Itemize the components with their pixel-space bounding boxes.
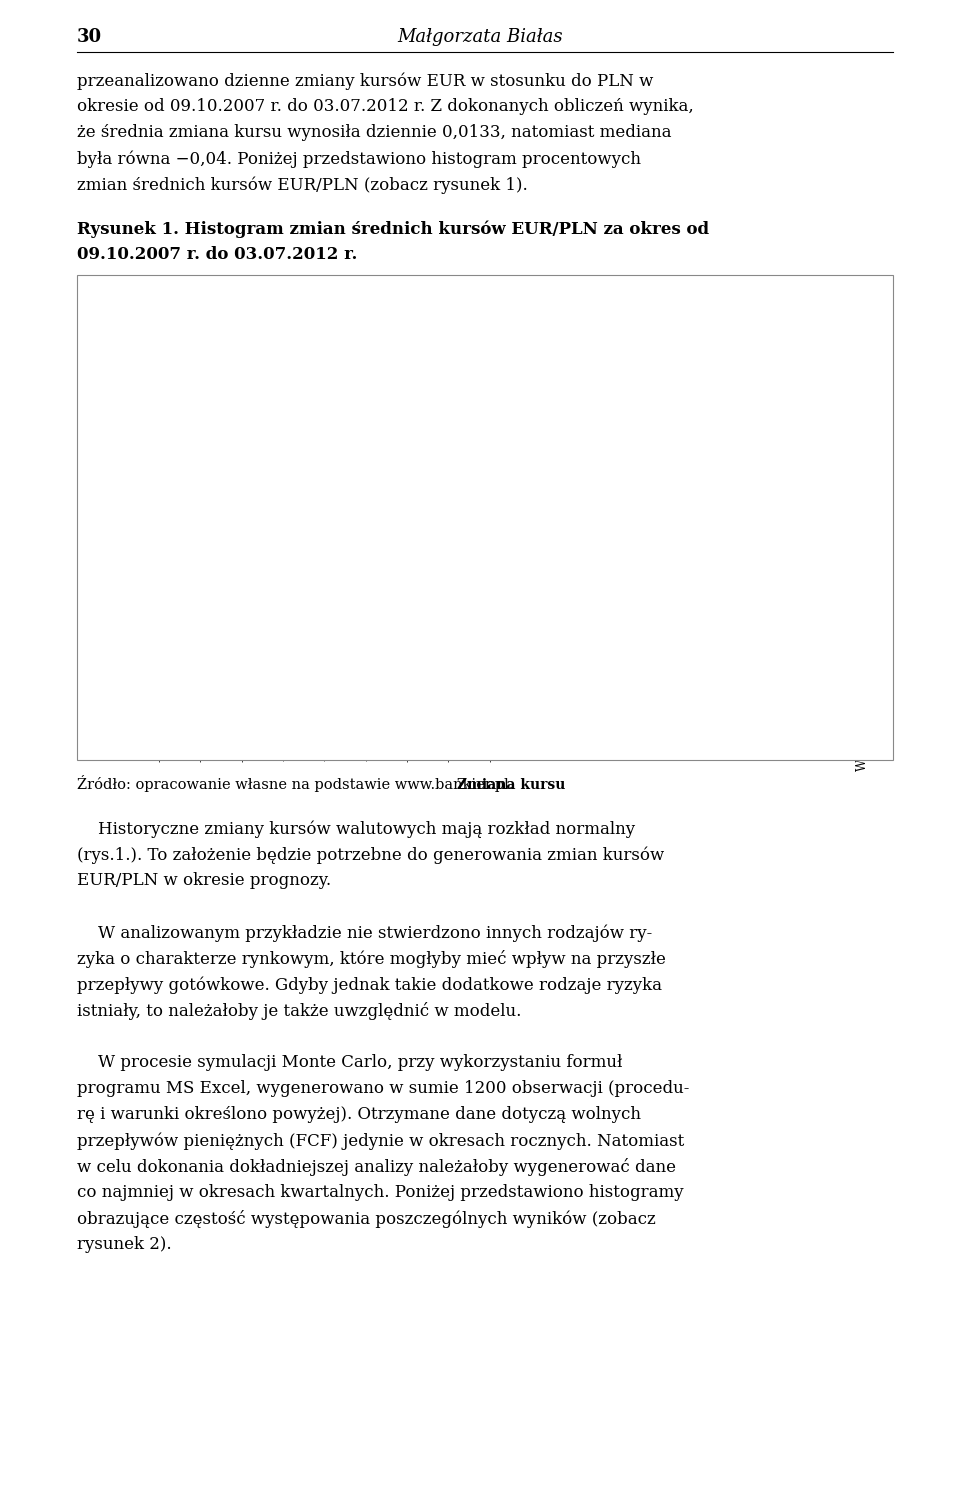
Text: programu MS Excel, wygenerowano w sumie 1200 obserwacji (procedu-: programu MS Excel, wygenerowano w sumie … (77, 1080, 689, 1096)
Text: (rys.1.). To założenie będzie potrzebne do generowania zmian kursów: (rys.1.). To założenie będzie potrzebne … (77, 845, 664, 863)
Text: istniały, to należałoby je także uwzględnić w modelu.: istniały, to należałoby je także uwzględ… (77, 1002, 521, 1020)
Text: przepływy gotówkowe. Gdyby jednak takie dodatkowe rodzaje ryzyka: przepływy gotówkowe. Gdyby jednak takie … (77, 976, 661, 994)
Bar (311, 719, 340, 722)
Text: co najmniej w okresach kwartalnych. Poniżej przedstawiono histogramy: co najmniej w okresach kwartalnych. Poni… (77, 1184, 684, 1202)
Text: rę i warunki określono powyżej). Otrzymane dane dotyczą wolnych: rę i warunki określono powyżej). Otrzyma… (77, 1105, 641, 1123)
Bar (476, 642, 505, 722)
Bar (517, 581, 546, 722)
Y-axis label: Częstość: Częstość (85, 478, 101, 541)
Text: przepływów pieniężnych (FCF) jedynie w okresach rocznych. Natomiast: przepływów pieniężnych (FCF) jedynie w o… (77, 1133, 684, 1149)
Text: zyka o charakterze rynkowym, które mogłyby mieć wpływ na przyszłe: zyka o charakterze rynkowym, które mogły… (77, 951, 665, 969)
Bar (806, 681, 835, 722)
Text: obrazujące częstość występowania poszczególnych wyników (zobacz: obrazujące częstość występowania poszcze… (77, 1211, 656, 1227)
Text: Źródło: opracowanie własne na podstawie www.bankier.pl.: Źródło: opracowanie własne na podstawie … (77, 775, 514, 793)
Text: Małgorzata Białas: Małgorzata Białas (397, 29, 563, 47)
Text: okresie od 09.10.2007 r. do 03.07.2012 r. Z dokonanych obliczeń wynika,: okresie od 09.10.2007 r. do 03.07.2012 r… (77, 98, 693, 114)
Bar (352, 716, 381, 722)
Bar (394, 702, 422, 722)
Text: była równa −0,04. Poniżej przedstawiono histogram procentowych: była równa −0,04. Poniżej przedstawiono … (77, 150, 641, 167)
Bar (435, 687, 464, 722)
Bar (270, 719, 299, 722)
X-axis label: Zmiana kursu: Zmiana kursu (457, 778, 565, 793)
Text: że średnia zmiana kursu wynosiła dziennie 0,0133, natomiast mediana: że średnia zmiana kursu wynosiła dzienni… (77, 123, 671, 141)
Bar (559, 439, 588, 722)
Bar (724, 591, 753, 722)
Text: w celu dokonania dokładniejszej analizy należałoby wygenerować dane: w celu dokonania dokładniejszej analizy … (77, 1158, 676, 1176)
Text: W analizowanym przykładzie nie stwierdzono innych rodzajów ry-: W analizowanym przykładzie nie stwierdzo… (77, 923, 652, 942)
Bar (683, 549, 711, 722)
Text: zmian średnich kursów EUR/PLN (zobacz rysunek 1).: zmian średnich kursów EUR/PLN (zobacz ry… (77, 176, 528, 194)
Text: EUR/PLN w okresie prognozy.: EUR/PLN w okresie prognozy. (77, 872, 331, 889)
Text: rysunek 2).: rysunek 2). (77, 1236, 172, 1253)
Bar (765, 662, 794, 722)
Bar (600, 382, 629, 722)
Text: Historyczne zmiany kursów walutowych mają rozkład normalny: Historyczne zmiany kursów walutowych maj… (77, 820, 635, 838)
Bar (641, 481, 670, 722)
Text: 30: 30 (77, 29, 102, 47)
Text: Rysunek 1. Histogram zmian średnich kursów EUR/PLN za okres od: Rysunek 1. Histogram zmian średnich kurs… (77, 220, 708, 238)
Text: W procesie symulacji Monte Carlo, przy wykorzystaniu formuł: W procesie symulacji Monte Carlo, przy w… (77, 1054, 622, 1071)
Text: 09.10.2007 r. do 03.07.2012 r.: 09.10.2007 r. do 03.07.2012 r. (77, 247, 357, 263)
Bar (848, 701, 877, 722)
Text: przeanalizowano dzienne zmiany kursów EUR w stosunku do PLN w: przeanalizowano dzienne zmiany kursów EU… (77, 72, 653, 90)
